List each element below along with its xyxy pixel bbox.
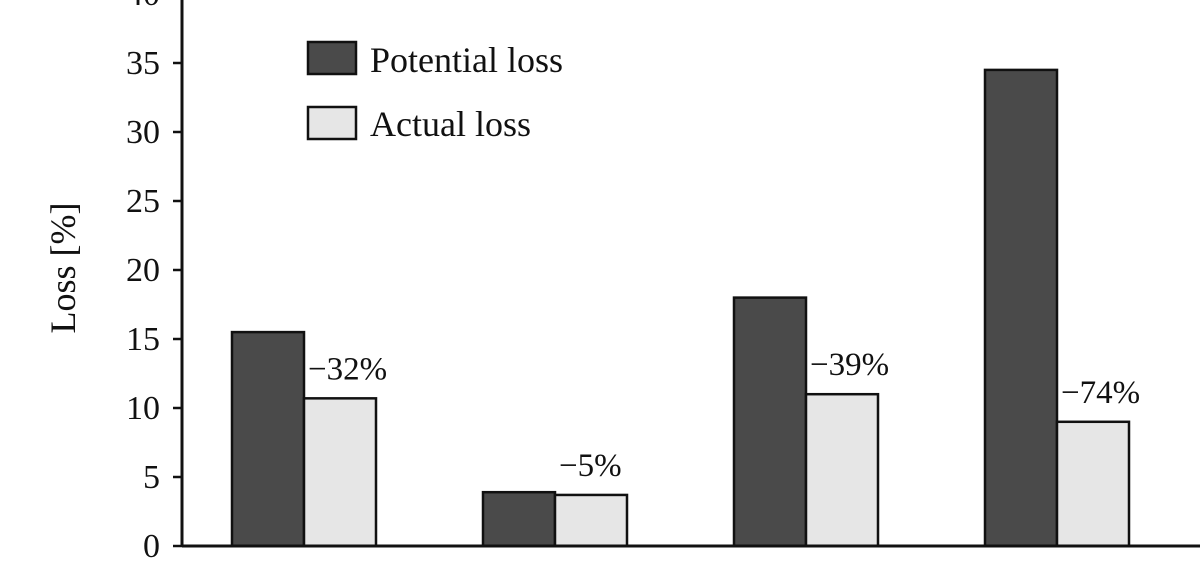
- y-tick-label: 10: [126, 390, 160, 427]
- legend-swatch-potential-loss: [306, 40, 358, 76]
- bars: [230, 68, 1131, 548]
- y-tick-label: 25: [126, 183, 160, 220]
- legend-label-actual-loss: Actual loss: [370, 104, 531, 144]
- data-label: −32%: [308, 351, 387, 387]
- legend-label-potential-loss: Potential loss: [370, 40, 563, 80]
- legend-swatch-actual-loss: [306, 105, 358, 141]
- data-label: −39%: [810, 347, 889, 383]
- data-label: −74%: [1061, 375, 1140, 411]
- legend: Potential loss Actual loss: [306, 40, 563, 144]
- y-tick-label: 20: [126, 252, 160, 289]
- bar-actual-loss: [1055, 420, 1131, 548]
- y-tick-label: 40: [126, 0, 160, 13]
- y-tick-label: 15: [126, 321, 160, 358]
- y-axis-title: Loss [%]: [43, 203, 83, 334]
- data-label: −5%: [559, 448, 622, 484]
- y-axis-ticks: 0 5 10 15 20 25 30 35 40: [126, 0, 182, 565]
- y-tick-label: 30: [126, 114, 160, 151]
- bar-potential-loss: [732, 296, 808, 548]
- bar-actual-loss: [804, 392, 880, 548]
- bar-potential-loss: [481, 490, 557, 548]
- bar-actual-loss: [553, 493, 629, 548]
- bar-potential-loss: [983, 68, 1059, 548]
- bar-potential-loss: [230, 330, 306, 548]
- y-tick-label: 35: [126, 45, 160, 82]
- y-tick-label: 5: [143, 459, 160, 496]
- y-tick-label: 0: [143, 528, 160, 565]
- bar-actual-loss: [302, 397, 378, 548]
- data-labels: −32% −5% −39% −74%: [308, 347, 1140, 484]
